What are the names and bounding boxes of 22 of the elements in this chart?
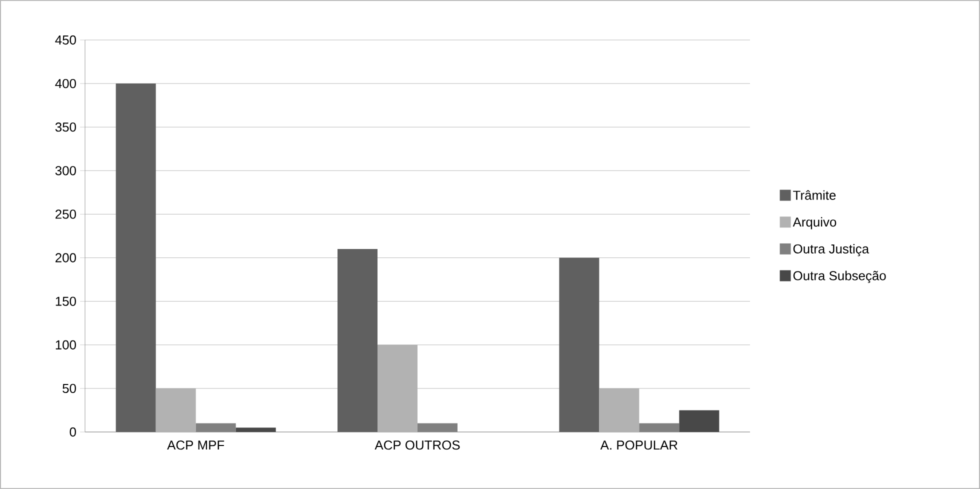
- x-tick-label: A. POPULAR: [600, 440, 678, 450]
- bar: [679, 410, 720, 432]
- legend-label: Outra Justiça: [793, 244, 870, 256]
- legend-label: Trâmite: [793, 190, 836, 200]
- bar: [338, 249, 378, 432]
- y-tick-label: 300: [55, 166, 76, 176]
- y-tick-label: 150: [56, 296, 76, 306]
- x-tick-label: ACP MPF: [167, 440, 224, 450]
- y-tick-label: 0: [70, 427, 76, 437]
- bar: [236, 428, 276, 432]
- y-tick-label: 250: [56, 210, 76, 219]
- y-tick-label: 200: [56, 253, 76, 262]
- y-tick-label: 350: [55, 122, 76, 132]
- y-tick-label: 450: [55, 35, 76, 45]
- y-tick-label: 50: [62, 384, 76, 394]
- legend-label: Arquivo: [792, 217, 836, 230]
- y-tick-label: 100: [56, 340, 76, 350]
- x-tick-label: ACP OUTROS: [374, 440, 460, 450]
- legend-label: Outra Subseção: [793, 270, 886, 283]
- bar: [559, 258, 600, 432]
- y-tick-label: 400: [55, 78, 76, 88]
- bar: [116, 84, 156, 432]
